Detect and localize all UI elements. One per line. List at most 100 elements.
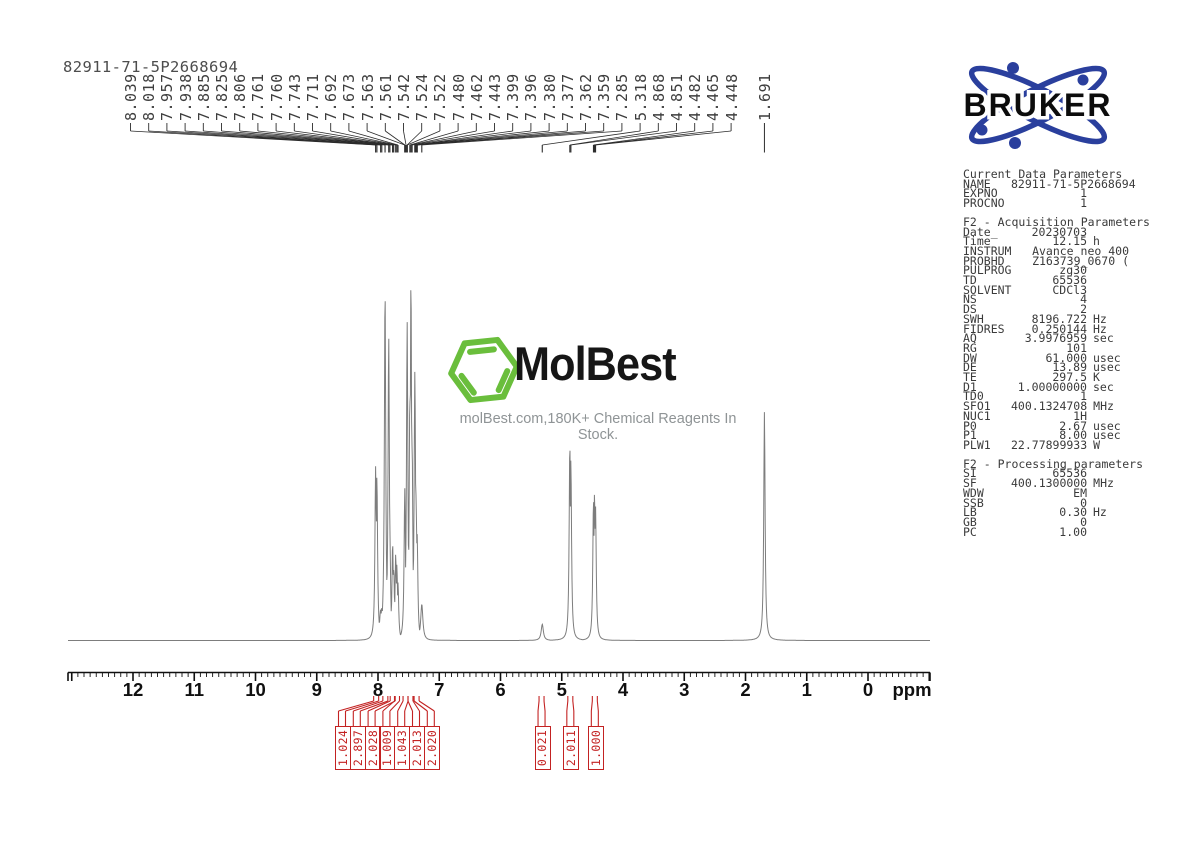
- bruker-logo: BRUKER: [960, 62, 1114, 149]
- axis-tick-label: 6: [495, 679, 506, 700]
- param-label: SI: [963, 466, 977, 481]
- integral-value: 1.024: [336, 729, 350, 767]
- param-value: 2.67: [1059, 418, 1087, 433]
- param-row: DE 13.89 usec: [963, 360, 1129, 375]
- param-unit: usec: [1093, 418, 1121, 433]
- peak-label: 4.482: [686, 73, 705, 121]
- integral-value: 1.043: [395, 729, 410, 767]
- param-unit: [1087, 295, 1129, 305]
- molbest-brand-text: MolBest: [514, 337, 677, 390]
- param-row: SOLVENT CDCl3: [963, 282, 1129, 297]
- param-label: NUC1: [963, 408, 991, 423]
- axis-tick-label: 4: [617, 679, 629, 700]
- param-value: Z163739_0670 (: [1032, 253, 1129, 268]
- param-value: EM: [1073, 485, 1087, 500]
- param-value: 0: [1080, 495, 1087, 510]
- param-value: 2: [1080, 302, 1087, 317]
- param-row: P1 8.00 usec: [963, 428, 1129, 443]
- param-value: 22.77899933: [1011, 437, 1088, 452]
- param-unit: usec: [1093, 350, 1121, 365]
- x-axis-unit-label: ppm: [892, 679, 932, 700]
- axis-tick-label: 8: [372, 679, 384, 700]
- integral-value: 2.013: [410, 729, 424, 767]
- peak-label: 7.524: [413, 73, 432, 121]
- param-label: P0: [963, 418, 977, 433]
- param-label: P1: [963, 428, 977, 443]
- param-row: TE 297.5 K: [963, 370, 1129, 385]
- integral-value: 2.020: [424, 729, 439, 767]
- param-unit: [1087, 199, 1129, 209]
- axis-tick-label: 0: [862, 679, 874, 700]
- param-row: P0 2.67 usec: [963, 418, 1129, 433]
- param-unit: K: [1093, 370, 1100, 385]
- param-value: 101: [1066, 340, 1087, 355]
- param-unit: Hz: [1093, 311, 1107, 326]
- param-section-header: F2 - Processing parameters: [963, 456, 1144, 471]
- param-value: 4: [1080, 292, 1087, 307]
- param-value: 13.89: [1052, 360, 1087, 375]
- integral-value: 2.028: [365, 729, 380, 767]
- param-unit: [1087, 286, 1129, 296]
- peak-label: 7.561: [376, 73, 395, 121]
- param-row: PLW1 22.77899933 W: [963, 437, 1129, 452]
- peak-label: 7.743: [285, 73, 304, 121]
- peak-label: 7.957: [158, 73, 177, 121]
- param-label: TD0: [963, 389, 984, 404]
- param-label: TD: [963, 273, 977, 288]
- integral-box: 2.897: [349, 726, 366, 770]
- param-row: SWH 8196.722 Hz: [963, 311, 1129, 326]
- param-label: SOLVENT: [963, 282, 1012, 297]
- peak-label: 8.018: [140, 73, 159, 121]
- param-unit: [1087, 276, 1129, 286]
- peak-label: 7.377: [558, 73, 577, 121]
- peak-label: 7.380: [540, 73, 559, 121]
- axis-tick-label: 9: [311, 679, 322, 700]
- param-label: SFO1: [963, 399, 991, 414]
- param-value: 1: [1080, 196, 1087, 211]
- peak-label: 7.825: [213, 73, 231, 121]
- param-label: PC: [963, 524, 977, 539]
- molbest-hexagon-icon: [448, 336, 520, 404]
- param-value: 82911-71-5P2668694: [1011, 176, 1136, 191]
- param-row: RG 101: [963, 340, 1129, 355]
- peak-label: 7.673: [340, 73, 359, 121]
- peak-label: 7.462: [467, 73, 486, 121]
- peak-label: 7.806: [231, 73, 250, 121]
- param-unit: [1087, 528, 1129, 538]
- param-value: 65536: [1052, 466, 1087, 481]
- param-unit: [1087, 518, 1129, 528]
- integral-value: 2.011: [564, 729, 579, 767]
- param-row: WDW EM: [963, 485, 1129, 500]
- param-row: Date_ 20230703: [963, 224, 1129, 239]
- param-row: SFO1 400.1324708 MHz: [963, 399, 1129, 414]
- param-row: Time 12.15 h: [963, 236, 1129, 247]
- param-value: 1: [1080, 186, 1087, 201]
- param-value: 65536: [1052, 273, 1087, 288]
- param-row: SI 65536: [963, 466, 1129, 481]
- param-row: DW 61.000 usec: [963, 350, 1129, 365]
- param-unit: MHz: [1093, 476, 1114, 491]
- param-value: 297.5: [1052, 370, 1087, 385]
- peak-label: 7.396: [522, 73, 541, 121]
- integral-box: 0.021: [534, 726, 551, 770]
- param-label: TE: [963, 370, 977, 385]
- param-row: NS 4: [963, 292, 1129, 307]
- param-unit: sec: [1093, 331, 1114, 346]
- axis-tick-label: 11: [184, 679, 205, 700]
- param-label: PROBHD: [963, 253, 1005, 268]
- param-row: TD 65536: [963, 273, 1129, 288]
- param-label: PLW1: [963, 437, 991, 452]
- param-label: PROCNO: [963, 196, 1005, 211]
- param-label: AQ: [963, 331, 977, 346]
- param-row: PC 1.00: [963, 524, 1129, 539]
- peak-label: 8.039: [122, 73, 140, 121]
- param-value: 8196.722: [1031, 311, 1087, 326]
- param-unit: Hz: [1093, 505, 1107, 520]
- param-unit: W: [1093, 437, 1101, 452]
- peak-label: 7.938: [176, 73, 195, 121]
- integral-box: 1.000: [587, 726, 604, 770]
- param-value: 20230703: [1031, 224, 1087, 239]
- param-label: Date_: [963, 224, 998, 239]
- param-row: PROBHD Z163739_0670 (: [963, 253, 1129, 268]
